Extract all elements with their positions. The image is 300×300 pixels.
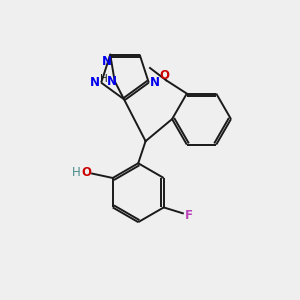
Text: O: O	[160, 68, 170, 82]
Text: F: F	[185, 208, 193, 222]
Text: H: H	[100, 74, 107, 84]
Text: N: N	[107, 75, 117, 88]
Text: N: N	[90, 76, 100, 89]
Text: H: H	[71, 167, 80, 179]
Text: O: O	[82, 167, 92, 179]
Text: N: N	[102, 55, 112, 68]
Text: N: N	[150, 76, 160, 89]
